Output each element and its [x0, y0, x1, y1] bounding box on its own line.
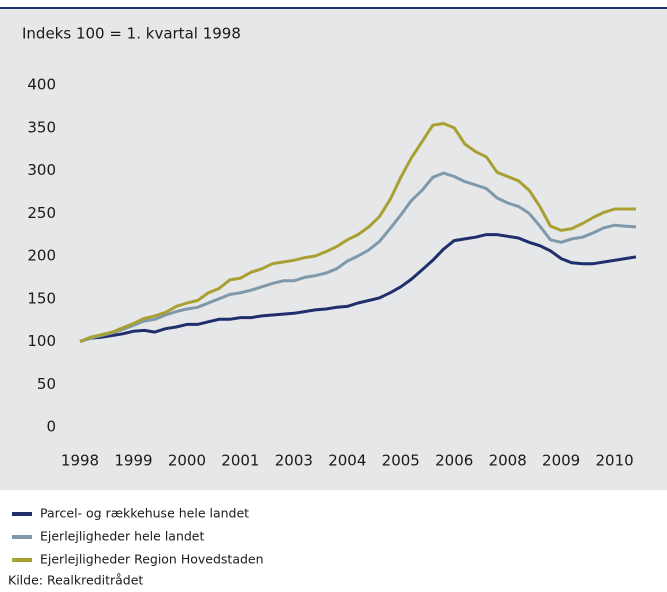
y-tick-label: 200 — [27, 247, 56, 265]
x-tick-label: 2005 — [382, 452, 420, 470]
y-tick-label: 100 — [27, 332, 56, 350]
series-line — [79, 122, 636, 343]
y-tick-label: 300 — [27, 161, 56, 179]
subtitle: Indeks 100 = 1. kvartal 1998 — [22, 25, 241, 43]
x-tick-label: 2003 — [275, 452, 313, 470]
series-line — [79, 171, 637, 343]
series-line — [79, 233, 637, 343]
legend-label: Parcel- og rækkehuse hele landet — [40, 506, 249, 521]
legend-label: Ejerlejligheder hele landet — [40, 529, 204, 544]
y-tick-label: 50 — [37, 375, 56, 393]
x-tick-label: 2009 — [542, 452, 580, 470]
x-tick-label: 1999 — [114, 452, 152, 470]
x-tick-label: 1998 — [61, 452, 99, 470]
legend-label: Ejerlejligheder Region Hovedstaden — [40, 552, 264, 567]
y-tick-label: 400 — [27, 76, 56, 94]
y-tick-label: 350 — [27, 118, 56, 136]
y-tick-label: 250 — [27, 204, 56, 222]
y-tick-label: 0 — [46, 418, 56, 436]
x-tick-label: 2010 — [596, 452, 634, 470]
x-tick-label: 2004 — [328, 452, 366, 470]
x-tick-label: 2001 — [221, 452, 259, 470]
x-tick-label: 2008 — [489, 452, 527, 470]
source: Kilde: Realkreditrådet — [8, 573, 143, 588]
x-tick-label: 2006 — [435, 452, 473, 470]
x-tick-label: 2000 — [168, 452, 206, 470]
y-tick-label: 150 — [27, 289, 56, 307]
